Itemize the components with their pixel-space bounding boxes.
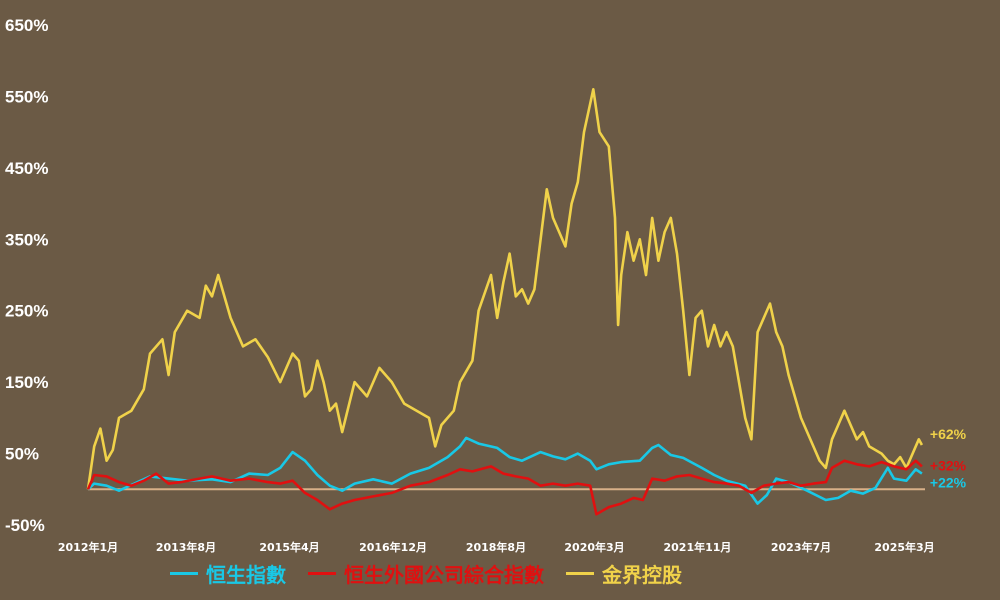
y-tick-label: 550% xyxy=(5,87,48,106)
x-tick-label: 2015年4月 xyxy=(259,540,319,554)
series-lines xyxy=(86,88,924,516)
x-axis-tick-labels: 2012年1月 2013年8月 2015年4月 2016年12月 2018年8月 2020… xyxy=(58,540,935,554)
series-end-labels: +22% +32% +62% xyxy=(930,426,967,491)
x-tick-label: 2021年11月 xyxy=(663,540,731,554)
x-tick-label: 2020年3月 xyxy=(564,540,624,554)
y-tick-label: 650% xyxy=(5,16,48,35)
legend-swatch xyxy=(170,571,198,575)
x-tick-label: 2016年12月 xyxy=(359,540,427,554)
legend-label: 恒生指數 xyxy=(206,562,286,587)
legend-item: 金界控股 xyxy=(566,559,682,588)
x-tick-label: 2018年8月 xyxy=(466,540,526,554)
series-line xyxy=(87,436,923,505)
series-end-label: +62% xyxy=(930,426,967,442)
series-line xyxy=(86,88,924,490)
legend-label: 恒生外國公司綜合指數 xyxy=(344,562,544,587)
y-axis-tick-labels: 650% 550% 450% 350% 250% 150% 50% -50% xyxy=(5,16,48,535)
x-tick-label: 2025年3月 xyxy=(874,540,934,554)
series-end-label: +22% xyxy=(930,475,967,491)
series-end-label: +32% xyxy=(930,457,967,473)
legend-item: 恒生指數 xyxy=(170,559,286,588)
y-tick-label: 50% xyxy=(5,445,39,464)
y-tick-label: 450% xyxy=(5,159,48,178)
y-tick-label: 250% xyxy=(5,302,48,321)
legend-item: 恒生外國公司綜合指數 xyxy=(308,559,544,588)
x-tick-label: 2012年1月 xyxy=(58,540,118,554)
y-tick-label: -50% xyxy=(5,516,45,535)
legend-swatch xyxy=(566,571,594,575)
legend-swatch xyxy=(308,571,336,575)
legend-label: 金界控股 xyxy=(602,562,682,587)
legend: 恒生指數 恒生外國公司綜合指數 金界控股 xyxy=(170,556,810,590)
x-tick-label: 2023年7月 xyxy=(771,540,831,554)
y-tick-label: 350% xyxy=(5,230,48,249)
series-line xyxy=(86,459,923,516)
x-tick-label: 2013年8月 xyxy=(156,540,216,554)
y-tick-label: 150% xyxy=(5,373,48,392)
